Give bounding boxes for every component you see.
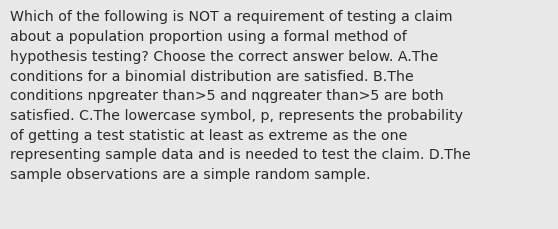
- Text: Which of the following is NOT a requirement of testing a claim
about a populatio: Which of the following is NOT a requirem…: [10, 10, 471, 181]
